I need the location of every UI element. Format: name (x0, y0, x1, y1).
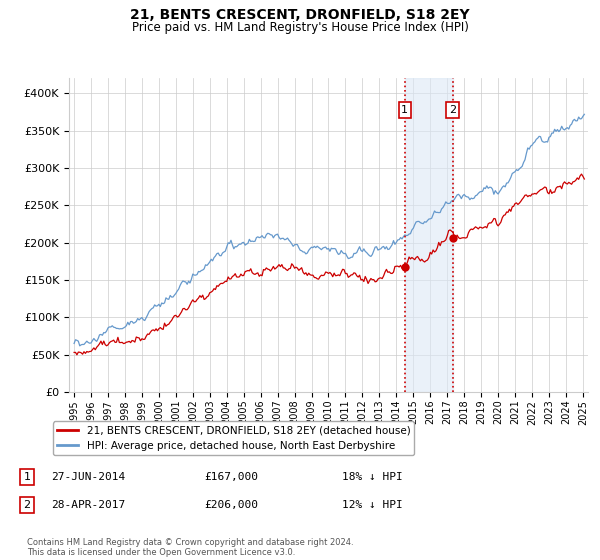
Text: £206,000: £206,000 (204, 500, 258, 510)
Text: 1: 1 (23, 472, 31, 482)
Text: 28-APR-2017: 28-APR-2017 (51, 500, 125, 510)
Text: 1: 1 (401, 105, 409, 115)
Text: Contains HM Land Registry data © Crown copyright and database right 2024.
This d: Contains HM Land Registry data © Crown c… (27, 538, 353, 557)
Text: 27-JUN-2014: 27-JUN-2014 (51, 472, 125, 482)
Text: 18% ↓ HPI: 18% ↓ HPI (342, 472, 403, 482)
Text: Price paid vs. HM Land Registry's House Price Index (HPI): Price paid vs. HM Land Registry's House … (131, 21, 469, 34)
Text: 12% ↓ HPI: 12% ↓ HPI (342, 500, 403, 510)
Text: £167,000: £167,000 (204, 472, 258, 482)
Text: 21, BENTS CRESCENT, DRONFIELD, S18 2EY: 21, BENTS CRESCENT, DRONFIELD, S18 2EY (130, 8, 470, 22)
Text: 2: 2 (23, 500, 31, 510)
Text: 2: 2 (449, 105, 457, 115)
Bar (405, 78, 453, 392)
Legend: 21, BENTS CRESCENT, DRONFIELD, S18 2EY (detached house), HPI: Average price, det: 21, BENTS CRESCENT, DRONFIELD, S18 2EY (… (53, 422, 415, 455)
